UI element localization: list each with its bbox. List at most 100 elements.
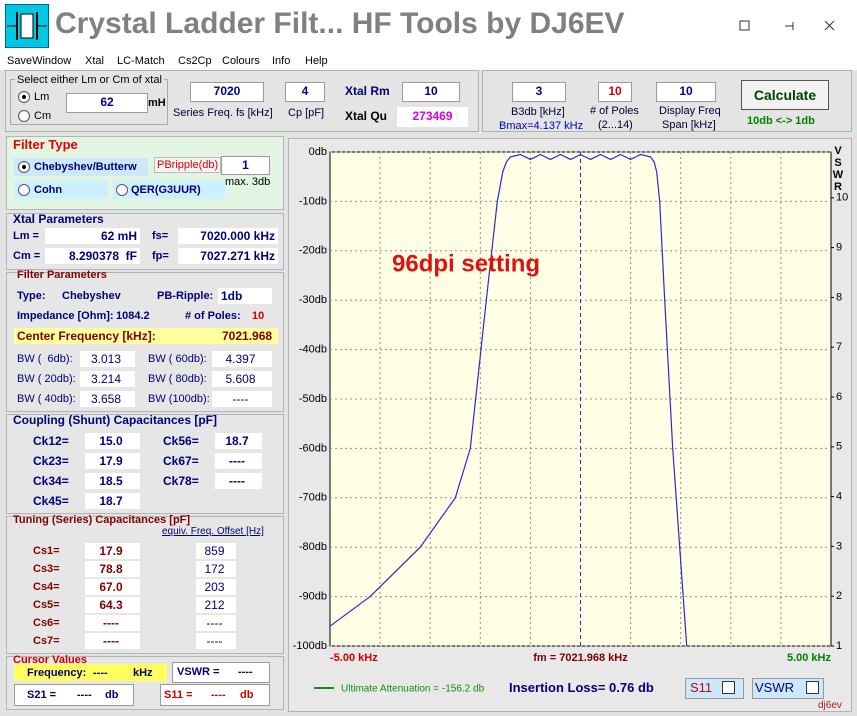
offset-value: ---- bbox=[196, 633, 236, 649]
cap-label: Cs1= bbox=[33, 545, 60, 557]
poles-input[interactable]: 10 bbox=[598, 82, 632, 102]
frequency-row bbox=[14, 664, 167, 681]
option-bg bbox=[113, 181, 225, 199]
scale-toggle[interactable]: 10db <-> 1db bbox=[747, 115, 815, 127]
response-curve bbox=[329, 153, 688, 647]
bw-label: BW ( 80db): bbox=[148, 373, 207, 385]
radio-qer[interactable] bbox=[116, 184, 128, 196]
param-label: Center Frequency [kHz]: bbox=[17, 329, 156, 343]
option-label: Chebyshev/Butterw bbox=[34, 161, 137, 173]
menu-item[interactable]: LC-Match bbox=[117, 55, 165, 67]
checkbox-label: S11 bbox=[690, 680, 713, 695]
y-tick-label: -30db bbox=[299, 294, 327, 306]
cap-value: 78.8 bbox=[85, 561, 140, 577]
offset-value: 172 bbox=[196, 561, 236, 577]
option-bg bbox=[14, 158, 148, 176]
param-label: fs= bbox=[152, 230, 169, 242]
x-tick-label: -5.00 kHz bbox=[330, 652, 378, 664]
y-tick-label: -20db bbox=[299, 245, 327, 257]
radio-label: Cm bbox=[34, 110, 52, 122]
radio-lm[interactable] bbox=[18, 91, 30, 103]
input-label: # of Poles bbox=[590, 105, 639, 117]
input-label: Series Freq. fs [kHz] bbox=[173, 107, 273, 119]
radio-chebyshev[interactable] bbox=[18, 161, 30, 173]
vswr-box bbox=[172, 662, 270, 683]
credit: dj6ev bbox=[818, 700, 842, 711]
y2-axis-label: VSWR bbox=[832, 145, 844, 193]
panel-title: Filter Type bbox=[13, 137, 78, 152]
checkbox-label: VSWR bbox=[755, 680, 794, 695]
menu-item[interactable]: Cs2Cp bbox=[178, 55, 212, 67]
param-value: 7021.968 bbox=[222, 329, 273, 343]
cap-label: Ck12= bbox=[33, 434, 69, 448]
offset-value: 203 bbox=[196, 579, 236, 595]
cursor-label: Frequency: bbox=[27, 667, 87, 679]
motional-input[interactable]: 62 bbox=[66, 93, 148, 113]
param-value: 62 mH bbox=[45, 228, 140, 244]
close-button[interactable] bbox=[824, 20, 835, 31]
annotation: 96dpi setting bbox=[392, 250, 540, 277]
cap-label: Cs3= bbox=[33, 563, 60, 575]
cursor-label: S21 = bbox=[27, 689, 57, 701]
cap-label: Cs5= bbox=[33, 599, 60, 611]
menu-item[interactable]: Xtal bbox=[85, 55, 104, 67]
unit-label: mH bbox=[148, 97, 166, 109]
cap-label: Ck45= bbox=[33, 494, 69, 508]
menu-item[interactable]: Info bbox=[272, 55, 291, 67]
title-bar bbox=[0, 0, 857, 50]
y2-tick-label: 5 bbox=[836, 441, 842, 453]
param-value: 7027.271 kHz bbox=[178, 248, 278, 264]
param-value: 10 bbox=[252, 310, 265, 322]
series-freq-input[interactable]: 7020 bbox=[190, 82, 264, 102]
y-tick-label: -40db bbox=[299, 344, 327, 356]
bw-value: 3.658 bbox=[80, 391, 135, 407]
menu-item[interactable]: Help bbox=[305, 55, 328, 67]
cap-value: ---- bbox=[85, 615, 140, 631]
y2-tick-label: 4 bbox=[836, 491, 842, 503]
cap-value: 15.0 bbox=[85, 433, 140, 449]
param-value: 1084.2 bbox=[116, 310, 150, 322]
cursor-value: ---- bbox=[93, 667, 108, 679]
bmax-note: Bmax=4.137 kHz bbox=[499, 120, 584, 132]
app-icon bbox=[5, 4, 49, 48]
group-label: Select either Lm or Cm of xtal bbox=[15, 73, 164, 87]
y-tick-label: -90db bbox=[299, 591, 327, 603]
b3db-input[interactable]: 3 bbox=[512, 82, 566, 102]
bw-value: 5.608 bbox=[212, 371, 272, 387]
ripple-input[interactable]: 1 bbox=[221, 156, 270, 175]
minimize-button[interactable] bbox=[739, 20, 750, 31]
cap-value: 17.9 bbox=[85, 453, 140, 469]
rm-input[interactable]: 10 bbox=[402, 82, 460, 102]
y-tick-label: -10db bbox=[299, 195, 327, 207]
rm-label: Xtal Rm bbox=[345, 84, 390, 98]
calculate-button[interactable]: Calculate bbox=[741, 80, 829, 110]
window-title: Crystal Ladder Filt... HF Tools by DJ6EV bbox=[55, 7, 625, 40]
param-label: Impedance [Ohm]: bbox=[17, 310, 114, 322]
window-controls[interactable] bbox=[730, 14, 850, 38]
span-input[interactable]: 10 bbox=[656, 82, 716, 102]
cursor-value: ---- bbox=[211, 689, 226, 701]
center-row bbox=[14, 328, 278, 344]
cursor-value: ---- bbox=[77, 689, 92, 701]
cap-label: Ck67= bbox=[163, 454, 199, 468]
y2-tick-label: 7 bbox=[836, 341, 842, 353]
radio-cm[interactable] bbox=[18, 110, 30, 122]
checkbox[interactable] bbox=[806, 681, 819, 694]
bw-label: BW (100db): bbox=[148, 393, 210, 405]
menu-item[interactable]: SaveWindow bbox=[7, 55, 72, 67]
y2-tick-label: 10 bbox=[836, 192, 848, 204]
menu-item[interactable]: Colours bbox=[222, 55, 260, 67]
radio-cohn[interactable] bbox=[18, 184, 30, 196]
bw-value: ---- bbox=[212, 391, 272, 407]
bw-label: BW ( 6db): bbox=[17, 353, 73, 365]
radio-label: Lm bbox=[34, 91, 50, 103]
checkbox[interactable] bbox=[722, 681, 735, 694]
panel-title: Xtal Parameters bbox=[13, 212, 104, 226]
bw-label: BW ( 40db): bbox=[17, 393, 76, 405]
cp-input[interactable]: 4 bbox=[285, 82, 325, 102]
panel-title: Tuning (Series) Capacitances [pF] bbox=[13, 514, 191, 526]
param-value: 8.290378 fF bbox=[45, 248, 140, 264]
cap-value: 64.3 bbox=[85, 597, 140, 613]
